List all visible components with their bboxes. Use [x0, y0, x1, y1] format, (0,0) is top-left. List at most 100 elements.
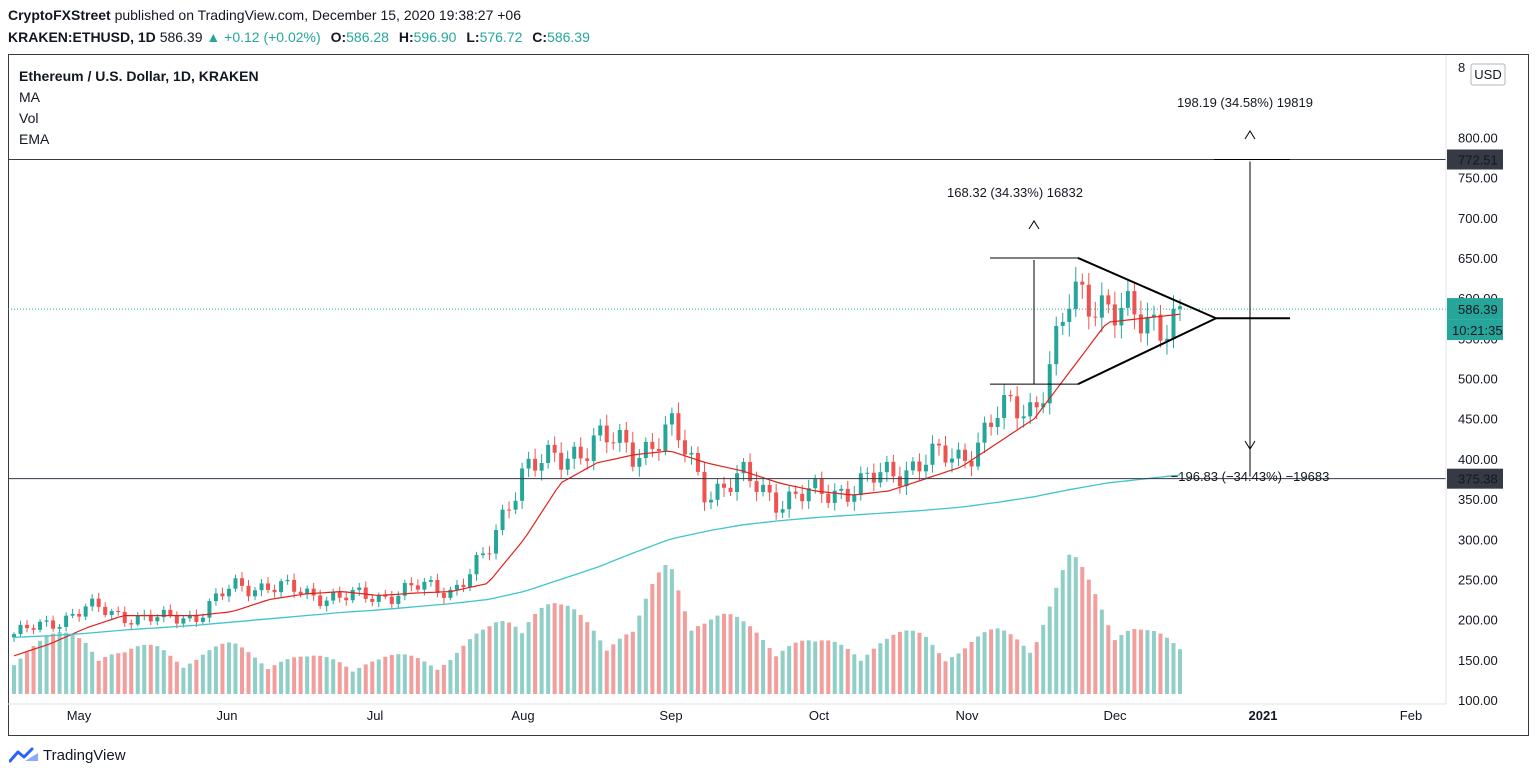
price-tick-label: 300.00: [1458, 532, 1498, 547]
candle-body: [174, 615, 179, 624]
candle-body: [1178, 306, 1182, 309]
candle-body: [415, 585, 420, 590]
volume-bar: [708, 619, 713, 694]
price-tick-label: 150.00: [1458, 653, 1498, 668]
candle-body: [800, 493, 805, 502]
volume-bar: [552, 603, 557, 694]
volume-bar: [1151, 631, 1156, 694]
volume-bar: [871, 648, 876, 694]
candle-body: [90, 598, 95, 607]
lower-level-label: 375.38: [1458, 472, 1498, 487]
candle-body: [370, 598, 375, 602]
candle-body: [682, 440, 687, 455]
candle-body: [96, 598, 101, 607]
candle-body: [253, 590, 258, 597]
volume-bar: [669, 569, 674, 694]
volume-bar: [213, 646, 218, 694]
volume-layer: [12, 554, 1182, 694]
volume-bar: [813, 641, 818, 694]
candle-body: [318, 595, 323, 607]
candle-body: [448, 589, 453, 598]
lower-level-badge: [1447, 468, 1503, 489]
candle-body: [266, 583, 271, 590]
volume-bar: [1119, 635, 1124, 694]
tradingview-branding[interactable]: TradingView: [9, 744, 126, 766]
candle-body: [761, 484, 766, 493]
volume-bar: [943, 661, 948, 694]
volume-bar: [513, 626, 518, 694]
publisher-name[interactable]: CryptoFXStreet: [8, 7, 111, 23]
price-tick-label: 650.00: [1458, 251, 1498, 266]
volume-bar: [103, 657, 108, 694]
volume-bar: [1080, 567, 1085, 694]
volume-bar: [12, 665, 16, 694]
volume-bar: [363, 664, 368, 694]
price-tick-label: 750.00: [1458, 171, 1498, 186]
legend-indicator-vol[interactable]: Vol: [19, 110, 39, 126]
price-tick-label: 200.00: [1458, 613, 1498, 628]
time-tick-label: Feb: [1400, 708, 1422, 723]
legend-indicator-ma[interactable]: MA: [19, 89, 40, 105]
volume-bar: [839, 644, 844, 694]
candle-body: [239, 578, 244, 586]
legend-indicator-ema[interactable]: EMA: [19, 131, 50, 147]
volume-bar: [1132, 629, 1137, 694]
volume-bar: [689, 630, 694, 694]
volume-bar: [923, 636, 928, 694]
candle-body: [298, 591, 303, 594]
candle-body: [213, 593, 218, 602]
lower-target-label: −196.83 (−34.43%) −19683: [1171, 469, 1330, 484]
time-tick-label: Aug: [511, 708, 534, 723]
volume-bar: [1158, 633, 1163, 694]
volume-bar: [852, 654, 857, 694]
candle-body: [122, 611, 127, 624]
candle-body: [109, 611, 114, 615]
volume-bar: [207, 650, 212, 694]
volume-bar: [1112, 640, 1117, 694]
candle-body: [963, 449, 968, 461]
volume-bar: [963, 648, 968, 694]
volume-bar: [122, 652, 127, 694]
candle-body: [930, 443, 935, 465]
candle-body: [585, 458, 590, 461]
volume-bar: [135, 646, 140, 694]
candle-body: [748, 462, 753, 482]
volume-bar: [38, 640, 43, 694]
candle-body: [1034, 402, 1039, 408]
volume-bar: [396, 654, 401, 694]
volume-bar: [1041, 624, 1046, 694]
candle-body: [559, 452, 564, 470]
price-badge-label: 586.39: [1458, 302, 1498, 317]
candle-body: [1008, 395, 1013, 397]
candle-body: [1015, 396, 1020, 419]
volume-bar: [539, 607, 544, 694]
volume-bar: [350, 671, 355, 694]
volume-bar: [331, 659, 336, 694]
candle-body: [520, 468, 525, 501]
volume-bar: [116, 653, 121, 694]
time-tick-label: Oct: [809, 708, 830, 723]
candle-body: [350, 589, 355, 601]
candle-body: [728, 487, 733, 493]
candle-body: [233, 578, 238, 589]
candle-body: [526, 458, 531, 469]
volume-bar: [1002, 630, 1007, 694]
legend-title[interactable]: Ethereum / U.S. Dollar, 1D, KRAKEN: [19, 68, 259, 84]
pennant-lower: [1077, 317, 1217, 386]
candle-body: [910, 461, 915, 471]
candle-body: [357, 587, 362, 590]
volume-bar: [389, 654, 394, 694]
volume-bar: [1047, 606, 1052, 694]
volume-bar: [376, 659, 381, 694]
volume-bar: [793, 642, 798, 694]
time-tick-label: Nov: [955, 708, 979, 723]
candle-body: [441, 592, 446, 598]
candle-body: [467, 574, 472, 587]
volume-bar: [344, 666, 349, 694]
volume-bar: [337, 662, 342, 694]
candle-body: [64, 615, 69, 627]
candle-body: [591, 435, 596, 461]
volume-bar: [31, 646, 36, 694]
candle-body: [950, 458, 955, 463]
